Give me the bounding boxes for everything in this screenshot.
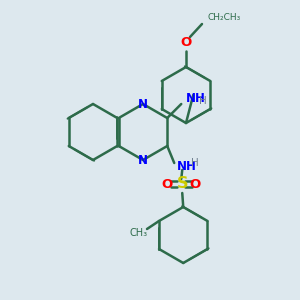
Text: H: H xyxy=(191,158,199,168)
Text: H: H xyxy=(199,96,207,106)
Text: NH: NH xyxy=(186,92,206,104)
Text: N: N xyxy=(138,98,148,110)
Text: NH: NH xyxy=(177,160,197,172)
Text: O: O xyxy=(190,178,201,190)
Text: O: O xyxy=(162,178,173,190)
Text: N: N xyxy=(138,154,148,166)
Text: CH₂CH₃: CH₂CH₃ xyxy=(208,13,241,22)
Text: S: S xyxy=(176,176,188,191)
Text: O: O xyxy=(180,37,192,50)
Text: CH₃: CH₃ xyxy=(130,228,148,238)
